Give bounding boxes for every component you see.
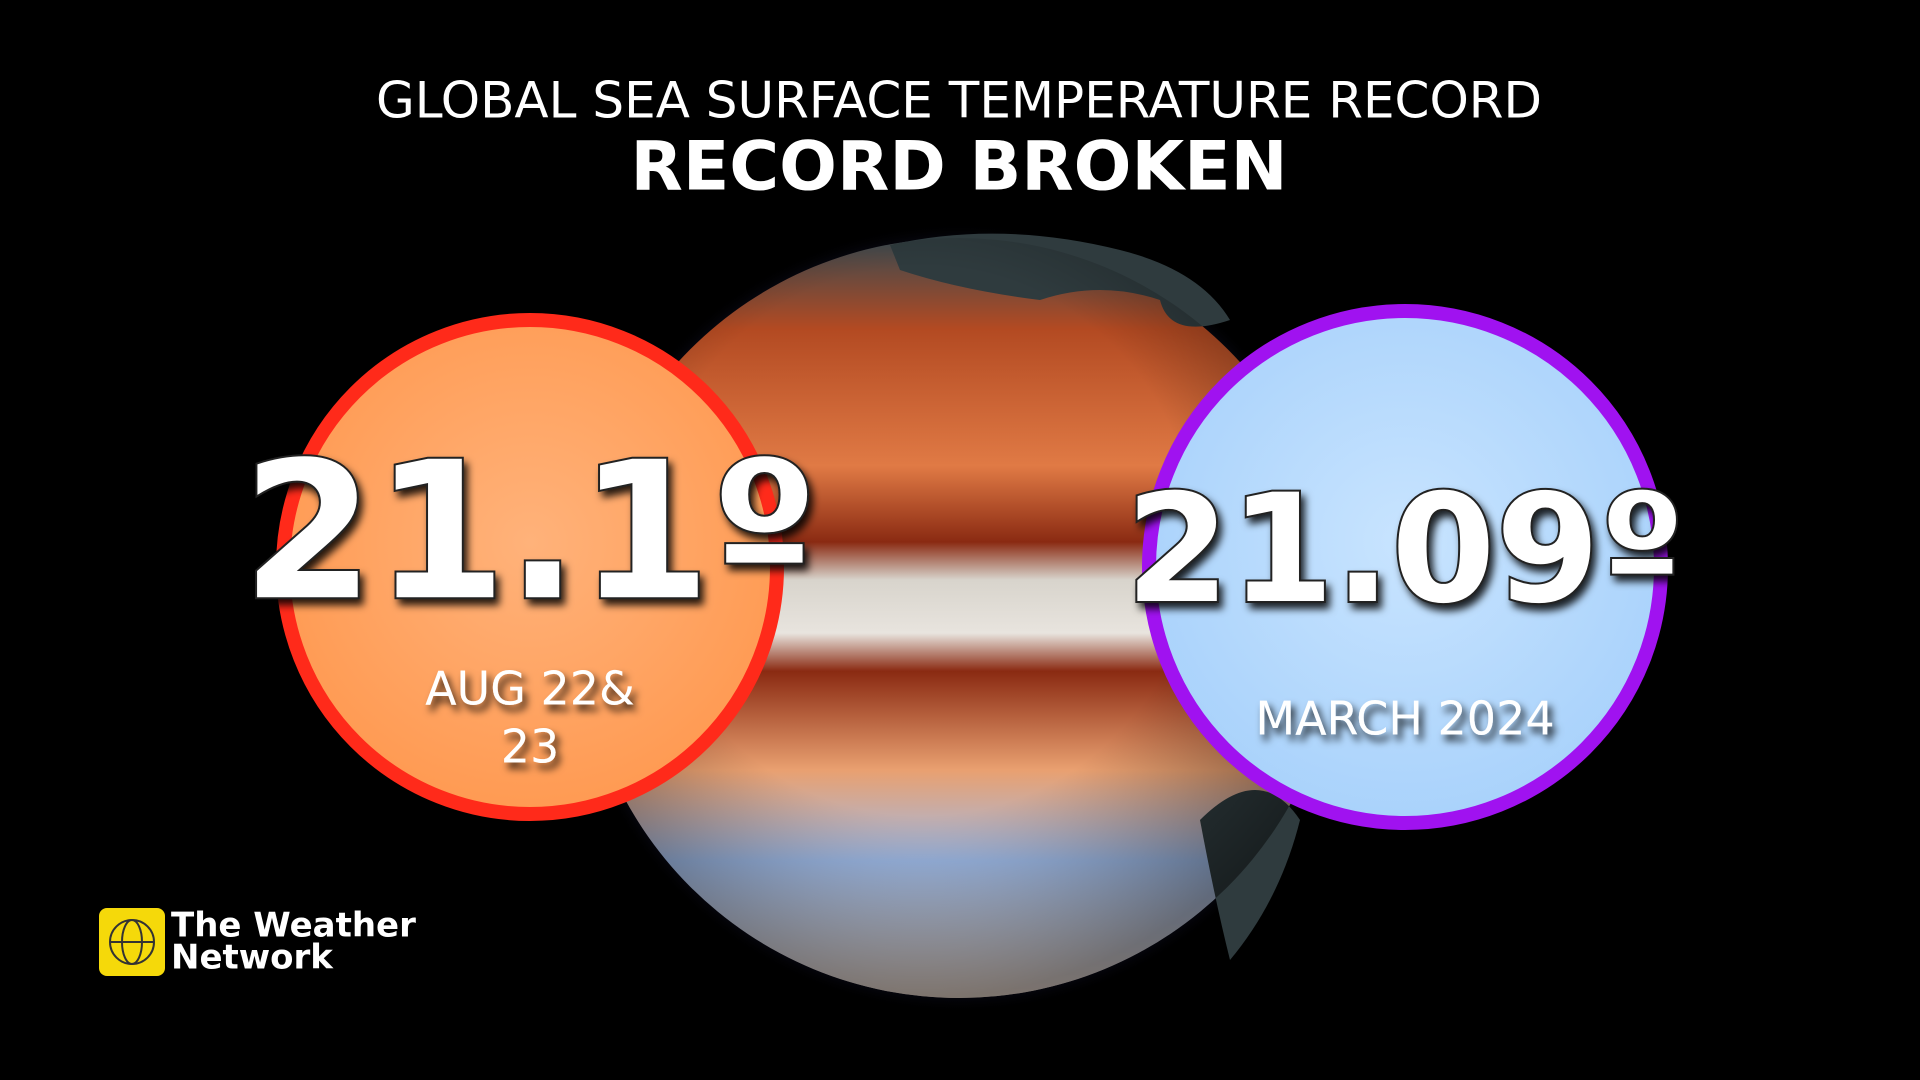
globe-shade	[579, 238, 1339, 998]
logo-text: Network	[171, 938, 334, 978]
title: GLOBAL SEA SURFACE TEMPERATURE RECORD	[376, 72, 1542, 130]
record-badge	[276, 313, 784, 821]
record-value: 21.09º	[1125, 463, 1684, 637]
record-date: AUG 22&	[425, 662, 635, 716]
record-value: 21.1º	[242, 421, 818, 642]
record-badge	[1142, 304, 1668, 830]
subtitle: RECORD BROKEN	[630, 128, 1287, 207]
logo-text: The Weather	[171, 906, 416, 946]
logo-mark	[109, 919, 155, 965]
record-date: MARCH 2024	[1255, 692, 1554, 746]
record-date: 23	[501, 720, 560, 774]
